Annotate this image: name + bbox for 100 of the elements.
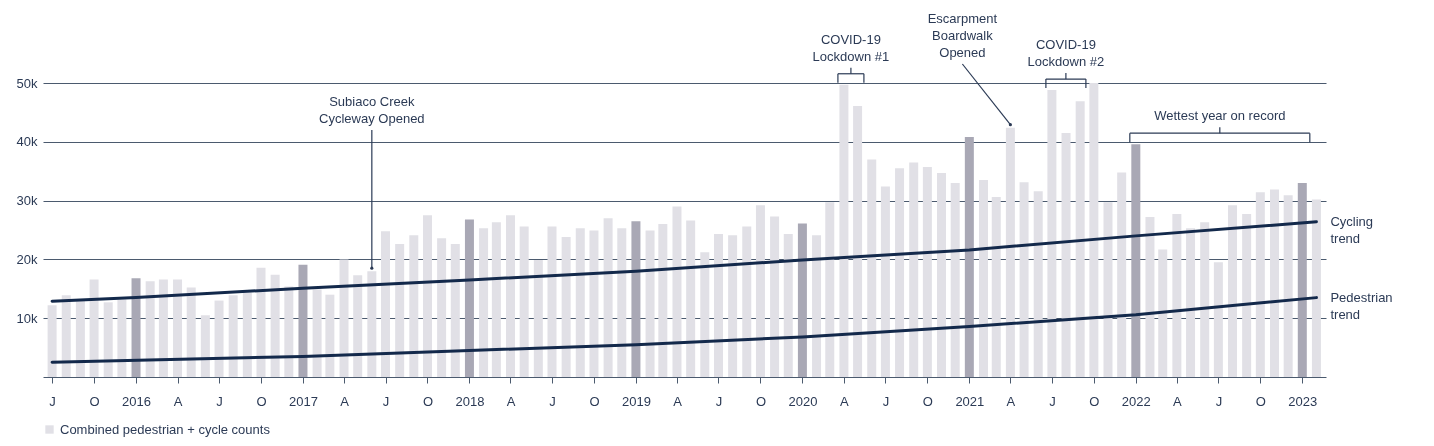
bar [325, 294, 335, 377]
annotation: COVID-19 Lockdown #1 [812, 31, 890, 64]
bar [825, 202, 835, 377]
bar [186, 287, 196, 377]
annotation: Wettest year on record [1154, 108, 1286, 124]
bar [672, 206, 682, 377]
bar [867, 159, 877, 377]
bar [812, 235, 822, 377]
bar [1117, 172, 1127, 377]
bar [298, 264, 308, 377]
bar [61, 295, 71, 377]
series-label: Cycling trend [1330, 213, 1374, 246]
bar [519, 226, 529, 377]
bar [353, 275, 363, 377]
bar [103, 302, 113, 377]
bar [1283, 195, 1293, 377]
x-tick-label: A [1173, 393, 1183, 409]
bar [742, 226, 752, 377]
bar [575, 228, 585, 377]
x-tick-label: O [89, 393, 100, 409]
bar [770, 216, 780, 377]
x-tick-label: 2019 [621, 393, 651, 409]
bar [270, 274, 280, 377]
bar [214, 300, 224, 377]
x-tick-label: 2022 [1121, 393, 1151, 409]
bar [1200, 222, 1210, 377]
bar [75, 300, 85, 377]
y-tick-label: 10k [16, 310, 38, 326]
bar [131, 278, 141, 377]
bar [950, 182, 960, 377]
x-tick-label: O [755, 393, 766, 409]
x-tick-label: 2018 [455, 393, 485, 409]
x-tick-label: J [1215, 393, 1223, 409]
bar [728, 235, 738, 377]
bar [533, 259, 543, 377]
bar [173, 279, 183, 377]
bar [686, 220, 696, 377]
bar [145, 281, 155, 377]
x-tick-label: A [1006, 393, 1016, 409]
x-tick-label: 2023 [1288, 393, 1318, 409]
bar [1089, 83, 1099, 377]
bar [1242, 214, 1252, 377]
bar [895, 168, 905, 377]
bar [909, 162, 919, 377]
x-tick-label: O [589, 393, 600, 409]
bar [256, 267, 266, 377]
bar [409, 235, 419, 377]
x-tick-label: A [673, 393, 683, 409]
bar [1019, 182, 1029, 377]
x-tick-label: 2016 [122, 393, 151, 409]
bar [1005, 127, 1015, 377]
bar [505, 215, 515, 377]
bar [755, 205, 765, 377]
bar [47, 305, 57, 377]
x-tick-label: J [49, 393, 56, 409]
line-series [50, 220, 1318, 303]
x-tick-label: A [840, 393, 850, 409]
bar [242, 292, 252, 377]
x-tick-label: A [506, 393, 516, 409]
bar [1255, 192, 1265, 377]
bar [200, 315, 210, 377]
x-tick-label: J [216, 393, 223, 409]
bar [381, 231, 391, 377]
bar [1145, 217, 1155, 377]
x-tick-label: O [256, 393, 267, 409]
bar [1047, 90, 1057, 377]
legend-label: Combined pedestrian + cycle counts [60, 421, 271, 437]
bar [547, 226, 557, 377]
bar [1228, 205, 1238, 377]
bar [89, 279, 99, 377]
y-tick-label: 20k [16, 251, 38, 267]
x-tick-label: 2021 [955, 393, 985, 409]
bar [880, 186, 890, 377]
x-tick-label: J [549, 393, 556, 409]
series-label: Pedestrian trend [1330, 289, 1393, 322]
x-tick-label: J [882, 393, 890, 409]
bar [491, 222, 501, 377]
bar [1297, 182, 1307, 377]
bar [713, 234, 723, 377]
x-tick-label: A [173, 393, 183, 409]
bar [603, 218, 613, 377]
bar [395, 244, 405, 377]
x-tick-label: J [1049, 393, 1056, 409]
bar [1033, 191, 1043, 377]
x-tick-label: J [382, 393, 390, 409]
x-tick-label: 2017 [289, 393, 318, 409]
bar [783, 234, 793, 377]
y-tick-label: 50k [16, 75, 38, 91]
x-tick-label: 2020 [788, 393, 818, 409]
x-tick-label: A [340, 393, 350, 409]
annotation: Escarpment Boardwalk Opened [927, 11, 998, 60]
bar [312, 289, 322, 377]
annotation: COVID-19 Lockdown #2 [1027, 37, 1105, 70]
bar [631, 221, 641, 377]
bar [437, 238, 447, 377]
line-series [50, 296, 1318, 364]
bar [1213, 262, 1223, 377]
bar [284, 286, 294, 377]
bar [1186, 228, 1196, 377]
bar [158, 279, 168, 377]
